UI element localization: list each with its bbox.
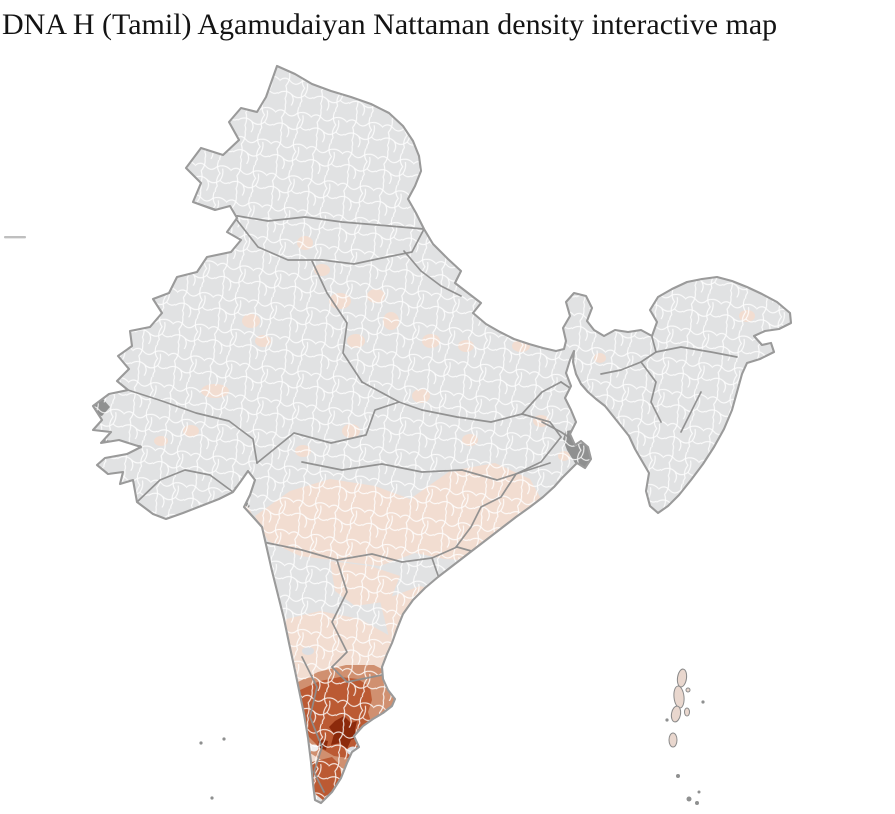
andaman-islands[interactable]	[668, 668, 691, 748]
india-outline	[91, 64, 793, 805]
map-title: DNA H (Tamil) Agamudaiyan Nattaman densi…	[2, 8, 778, 41]
nicobar-islands[interactable]	[665, 700, 705, 805]
lakshadweep-islands[interactable]	[199, 737, 226, 800]
map-edge-artifact-dash	[4, 236, 26, 239]
